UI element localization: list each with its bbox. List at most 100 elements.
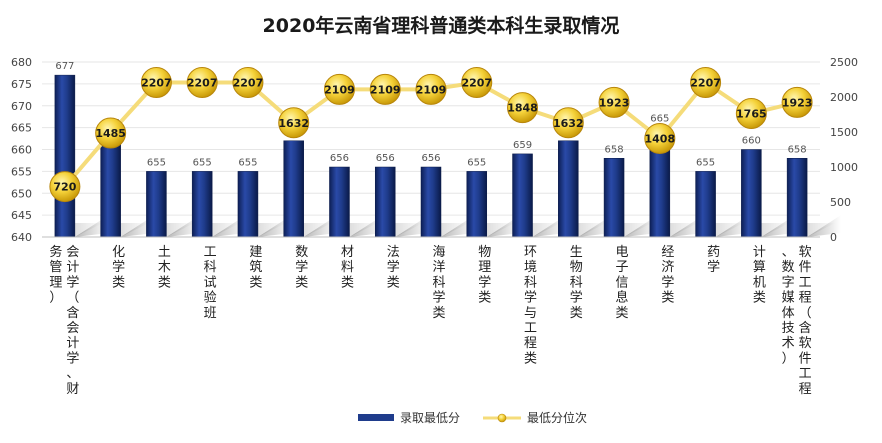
line-marker [781, 86, 813, 118]
y-left-tick-label: 675 [11, 78, 32, 91]
bar [512, 153, 533, 238]
legend-swatch-marker [497, 413, 507, 423]
line-marker [735, 97, 767, 129]
line-marker [598, 86, 630, 118]
line-markers: 720 1485 2207 2207 2207 1632 2109 2109 2109 2207 1… [49, 67, 813, 203]
category-label: 会计学（含会计学、财务管理） [49, 244, 79, 397]
bar-data-label: 655 [467, 157, 486, 168]
bar [558, 140, 579, 238]
line-marker [186, 67, 218, 99]
category-label: 经济学类 [661, 245, 674, 306]
line-data-label: 1632 [553, 117, 584, 130]
y-left-tick-label: 640 [11, 231, 32, 244]
bar-data-label: 655 [193, 157, 212, 168]
y-left-tick-label: 670 [11, 100, 32, 113]
bar-data-label: 677 [55, 61, 74, 72]
axes: 640 645 650 655 660 665 670 675 680 0 500 1000 1500 2… [11, 56, 858, 244]
bar-series [54, 74, 808, 238]
y-left-tick-label: 680 [11, 56, 32, 69]
line-marker [507, 92, 539, 124]
line-data-label: 1632 [278, 117, 309, 130]
line-marker [644, 122, 676, 154]
line-marker [140, 67, 172, 99]
line-marker [552, 107, 584, 139]
bar [237, 171, 259, 238]
y-left-tick-label: 660 [11, 144, 32, 157]
bar [695, 171, 716, 238]
legend-label-line: 最低分位次 [527, 410, 587, 425]
y-left-tick-label: 650 [11, 187, 32, 200]
y-left-tick-label: 665 [11, 122, 32, 135]
line-data-label: 1923 [782, 96, 813, 109]
line-data-label: 2207 [690, 77, 721, 90]
bar [329, 166, 350, 238]
chart-title: 2020年云南省理科普通类本科生录取情况 [263, 14, 620, 37]
line-data-label: 2207 [141, 77, 172, 90]
category-label: 软件工程（含软件工程、数字媒体技术） [782, 245, 812, 397]
line-marker [95, 117, 127, 149]
category-label: 物理学类 [478, 245, 491, 306]
line-marker [232, 67, 264, 99]
line-data-label: 2109 [370, 83, 401, 96]
line-marker [461, 67, 493, 99]
line-data-label: 1848 [507, 102, 538, 115]
bar [786, 158, 808, 238]
category-label: 环境科学与工程类 [524, 245, 537, 366]
y-right-tick-label: 2500 [830, 56, 858, 69]
bar-shadows [54, 215, 842, 237]
bar [420, 166, 442, 238]
category-label: 数学类 [295, 245, 308, 290]
y-left-tick-label: 645 [11, 209, 32, 222]
line-marker [369, 73, 401, 105]
category-label: 药学 [707, 245, 720, 275]
bar [191, 171, 213, 238]
category-label: 材料类 [341, 245, 354, 290]
category-label: 电子信息类 [616, 245, 629, 321]
legend-label-bar: 录取最低分 [400, 411, 460, 425]
category-label: 土木类 [158, 245, 171, 290]
line-data-label: 1408 [645, 132, 676, 145]
y-right-tick-label: 2000 [830, 91, 858, 104]
bar [283, 140, 304, 238]
line-marker [323, 73, 355, 105]
line-data-label: 2207 [187, 77, 218, 90]
bar-data-label: 656 [421, 153, 440, 164]
line-marker [49, 171, 81, 203]
y-right-tick-label: 1500 [830, 126, 858, 139]
category-labels: 会计学（含会计学、财务管理） 化学类 土木类 工科试验班 建筑类 数学类 材料类 法学类 海洋科… [49, 244, 811, 397]
legend: 录取最低分 最低分位次 [358, 410, 587, 425]
bar-data-label: 659 [513, 140, 532, 151]
bar [374, 166, 396, 238]
bar [54, 74, 76, 238]
bar-data-label: 665 [650, 114, 669, 125]
line-data-label: 2109 [324, 83, 355, 96]
line-data-label: 2207 [461, 77, 492, 90]
bar-data-label: 655 [147, 157, 166, 168]
y-right-tick-label: 0 [830, 231, 837, 244]
y-left-tick-label: 655 [11, 165, 32, 178]
bar-data-label: 656 [376, 153, 395, 164]
line-marker [690, 67, 722, 99]
category-label: 法学类 [387, 245, 400, 290]
category-label: 海洋科学类 [432, 245, 445, 321]
y-right-tick-label: 500 [830, 196, 851, 209]
bar [603, 158, 625, 238]
category-label: 化学类 [112, 245, 125, 290]
line-data-label: 2109 [416, 83, 447, 96]
bar-data-label: 655 [696, 157, 715, 168]
line-data-label: 1485 [95, 127, 126, 140]
line-marker [278, 107, 310, 139]
category-label: 建筑类 [249, 245, 262, 290]
bar [741, 149, 762, 238]
category-label: 计算机类 [753, 245, 766, 306]
bar [146, 171, 167, 238]
line-data-label: 1923 [599, 96, 630, 109]
bar [466, 171, 488, 238]
bar-data-label: 656 [330, 153, 349, 164]
y-right-tick-label: 1000 [830, 161, 858, 174]
line-marker [415, 73, 447, 105]
bar-data-label: 658 [788, 144, 807, 155]
legend-swatch-bar [358, 414, 394, 421]
